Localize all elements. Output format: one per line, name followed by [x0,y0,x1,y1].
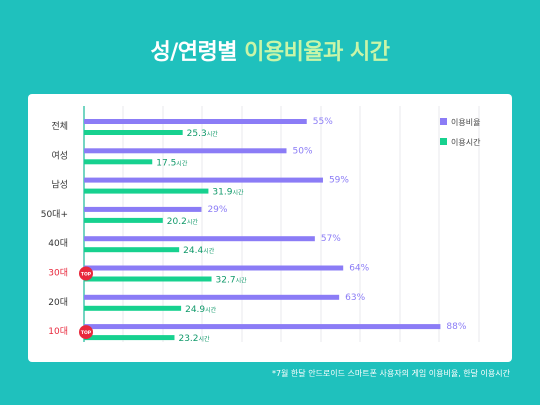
data-label-ratio: 64% [349,264,369,274]
data-label-time: 24.9시간 [185,305,217,315]
category-label: 10대 [48,326,68,337]
bar-ratio [84,148,287,154]
category-label: 30대 [48,268,68,279]
data-label-ratio: 50% [293,146,313,156]
data-label-ratio: 55% [313,117,333,127]
bar-time [84,217,163,223]
legend-swatch-ratio [440,118,447,125]
bar-ratio [84,236,315,242]
bar-ratio [84,177,323,183]
bar-time [84,276,212,282]
bar-time [84,335,175,341]
time-unit: 시간 [187,218,199,226]
data-label-time: 23.2시간 [178,334,210,344]
chart-card: 전체 55% 25.3시간 여성 50% 17.5시간 남성 59% 31.9시간 50대+ 29%… [28,94,512,362]
category-label: 남성 [51,180,68,191]
category-label: 여성 [51,149,68,161]
top-badge-text: TOP [81,272,92,278]
time-unit: 시간 [176,159,188,167]
bar-time [84,159,153,165]
time-unit: 시간 [203,247,215,255]
time-value: 24.9 [185,305,205,315]
data-label-time: 20.2시간 [167,217,199,227]
data-label-time: 24.4시간 [183,246,215,256]
time-value: 24.4 [183,246,203,256]
footnote: *7월 한달 안드로이드 스마트폰 사용자의 게임 이용비율, 한달 이용시간 [271,369,510,378]
bar-ratio [84,294,340,300]
time-value: 32.7 [216,276,236,286]
title-highlight: 이용비율과 시간 [244,40,390,65]
time-unit: 시간 [199,335,211,343]
data-label-ratio: 29% [207,205,227,215]
data-label-time: 32.7시간 [216,276,248,286]
data-label-time: 17.5시간 [156,158,188,168]
bar-ratio [84,206,202,212]
title-main: 성/연령별 [150,40,245,65]
bar-ratio [84,265,344,271]
time-value: 17.5 [156,158,176,168]
legend-swatch-time [440,138,447,145]
category-label: 20대 [48,297,68,308]
bar-ratio [84,119,307,124]
bar-time [84,305,182,311]
time-unit: 시간 [207,130,219,138]
legend-label-time: 이용시간 [451,137,481,147]
bar-ratio [84,324,441,330]
data-label-ratio: 59% [329,176,349,186]
category-label: 40대 [48,238,68,249]
data-label-time: 31.9시간 [212,188,244,198]
data-label-time: 25.3시간 [187,129,219,139]
page-title: 성/연령별 이용비율과 시간 [0,34,540,66]
data-label-ratio: 88% [446,322,466,332]
data-label-ratio: 57% [321,234,341,244]
category-label: 50대+ [41,209,68,220]
time-unit: 시간 [205,306,217,314]
legend-label-ratio: 이용비율 [451,117,480,127]
top-badge [79,266,93,281]
time-unit: 시간 [232,189,244,197]
time-unit: 시간 [236,277,248,285]
bar-time [84,188,209,194]
time-value: 23.2 [178,334,198,344]
time-value: 25.3 [187,129,207,139]
time-value: 20.2 [167,217,187,227]
bar-time [84,247,180,253]
top-badge [79,325,93,340]
category-label: 전체 [51,121,68,132]
bar-time [84,130,183,135]
time-value: 31.9 [212,188,232,198]
data-label-ratio: 63% [345,293,365,303]
top-badge-text: TOP [81,330,92,336]
